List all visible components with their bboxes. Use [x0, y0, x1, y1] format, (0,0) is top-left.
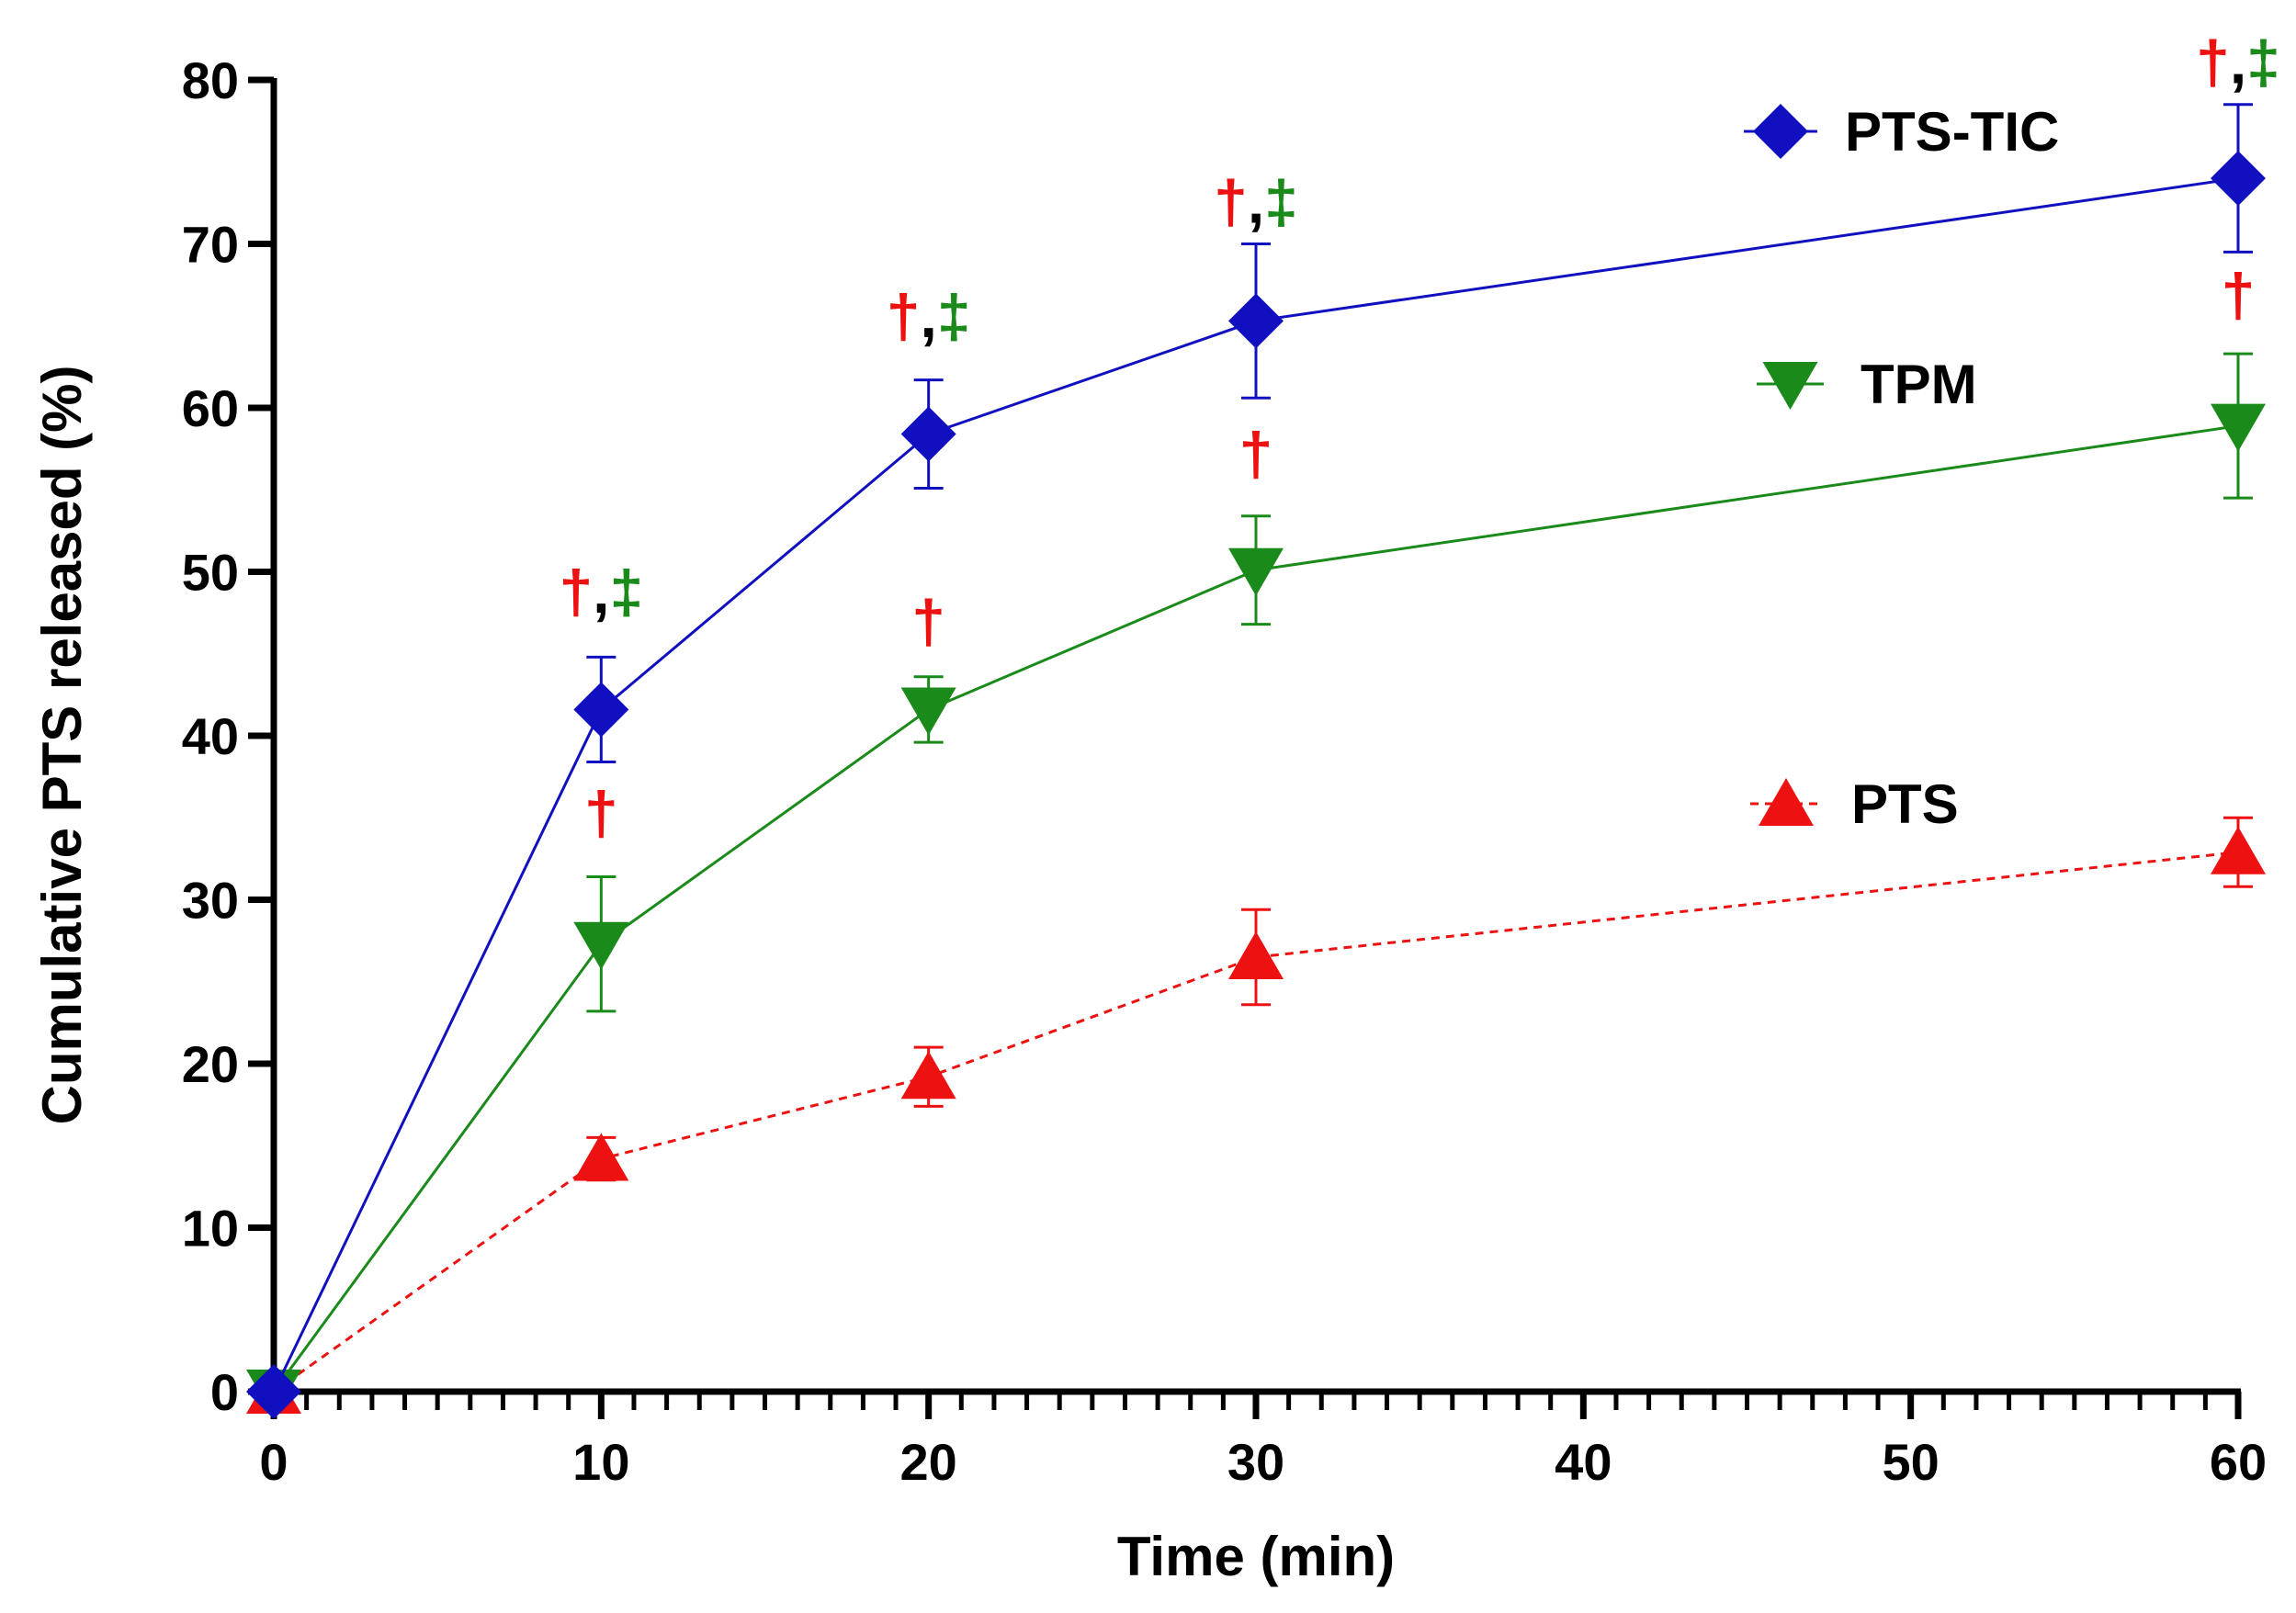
y-tick-label: 0	[210, 1363, 239, 1421]
data-point-pts	[1228, 931, 1284, 979]
data-point-pts-tic	[573, 682, 629, 738]
data-point-tpm	[900, 687, 956, 736]
significance-mark: †,‡	[887, 282, 971, 350]
significance-mark: †	[584, 779, 618, 847]
x-tick-label: 40	[1555, 1433, 1612, 1491]
significance-mark: †,‡	[1214, 167, 1298, 235]
series-pts	[246, 816, 2266, 1414]
significance-annotations: †,‡††,‡††,‡††,‡†	[559, 28, 2279, 848]
series-layer	[246, 103, 2266, 1419]
significance-symbol: †	[911, 587, 945, 655]
significance-symbol: †	[887, 282, 921, 350]
significance-mark: †	[911, 587, 945, 655]
legend: PTS-TIC TPM PTS	[1744, 101, 2059, 835]
significance-symbol: †	[2222, 261, 2256, 329]
significance-symbol: ‡	[1264, 167, 1298, 235]
significance-symbol: †	[2196, 28, 2230, 96]
data-point-pts	[900, 1051, 956, 1100]
legend-label-pts: PTS	[1851, 773, 1959, 835]
significance-mark: †,‡	[2196, 28, 2280, 96]
significance-symbol: ‡	[610, 558, 644, 626]
y-tick-label: 70	[182, 216, 239, 274]
y-tick-label: 40	[182, 707, 239, 765]
y-axis-title: Cumulative PTS released (%)	[31, 366, 93, 1125]
data-point-pts	[573, 1133, 629, 1181]
legend-label-pts-tic: PTS-TIC	[1845, 101, 2059, 163]
series-tpm	[246, 352, 2266, 1417]
significance-mark: †	[1239, 420, 1273, 488]
significance-symbol: ,	[920, 282, 936, 350]
y-tick-label: 80	[182, 51, 239, 109]
y-tick-label: 10	[182, 1200, 239, 1258]
significance-symbol: ‡	[2246, 28, 2280, 96]
legend-item-pts: PTS	[1750, 773, 1959, 835]
significance-symbol: ,	[593, 558, 609, 626]
axes: 0 10 20 30 40 50 60 70 80 0 10 20 30 40 50 60	[182, 51, 2267, 1491]
y-tick-label: 60	[182, 379, 239, 437]
data-point-pts-tic	[900, 406, 956, 462]
significance-mark: †	[2222, 261, 2256, 329]
significance-symbol: ,	[2230, 28, 2246, 96]
x-tick-label: 0	[259, 1433, 288, 1491]
data-point-tpm	[573, 921, 629, 970]
x-tick-label: 30	[1227, 1433, 1284, 1491]
data-point-pts	[2211, 826, 2266, 874]
x-tick-label: 50	[1883, 1433, 1940, 1491]
data-point-pts-tic	[2211, 151, 2266, 207]
data-point-tpm	[2211, 403, 2266, 452]
significance-symbol: ‡	[937, 282, 971, 350]
data-point-tpm	[1228, 547, 1284, 596]
significance-symbol: †	[1239, 420, 1273, 488]
legend-marker-pts	[1759, 778, 1814, 826]
x-tick-label: 20	[900, 1433, 957, 1491]
significance-symbol: ,	[1248, 167, 1264, 235]
legend-marker-tpm	[1762, 362, 1818, 410]
series-pts-tic	[246, 103, 2266, 1419]
legend-marker-pts-tic	[1753, 104, 1808, 159]
legend-label-tpm: TPM	[1861, 354, 1977, 415]
data-point-pts-tic	[1228, 293, 1284, 349]
y-tick-label: 50	[182, 544, 239, 602]
data-point-pts-tic	[246, 1364, 301, 1419]
y-tick-label: 20	[182, 1035, 239, 1093]
y-tick-label: 30	[182, 872, 239, 930]
significance-symbol: †	[584, 779, 618, 847]
significance-symbol: †	[1214, 167, 1248, 235]
x-tick-label: 10	[572, 1433, 629, 1491]
legend-item-pts-tic: PTS-TIC	[1744, 101, 2059, 163]
significance-mark: †,‡	[559, 558, 643, 626]
x-axis-title: Time (min)	[1117, 1526, 1395, 1587]
significance-symbol: †	[559, 558, 593, 626]
legend-item-tpm: TPM	[1757, 354, 1977, 415]
x-tick-label: 60	[2210, 1433, 2267, 1491]
